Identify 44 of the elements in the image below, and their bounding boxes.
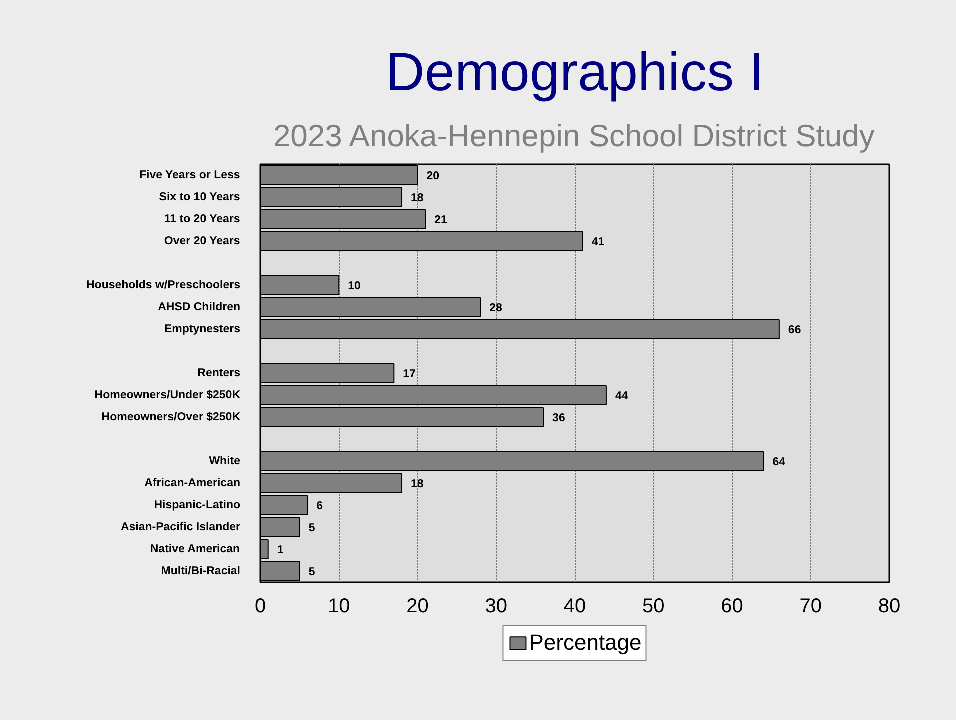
data-label: 66 [788, 324, 802, 336]
data-label: 44 [615, 390, 629, 402]
y-tick-label: Renters [198, 368, 241, 380]
y-tick-label: Emptynesters [164, 324, 241, 336]
chart-subtitle: 2023 Anoka-Hennepin School District Study [273, 118, 876, 154]
y-tick-label: Homeowners/Under $250K [94, 390, 242, 402]
data-label: 18 [411, 478, 424, 490]
data-label: 21 [434, 214, 448, 226]
x-tick-label: 80 [878, 596, 901, 618]
y-tick-label: Native American [150, 544, 240, 556]
y-tick-label: Homeowners/Over $250K [102, 412, 242, 424]
data-label: 1 [277, 544, 284, 556]
y-tick-label: Six to 10 Years [159, 192, 240, 204]
y-tick-label: Over 20 Years [164, 236, 240, 248]
x-tick-label: 10 [328, 596, 350, 618]
data-label: 5 [308, 566, 316, 578]
x-tick-label: 0 [254, 596, 266, 618]
data-label: 28 [490, 302, 504, 314]
chart-title: Demographics I [386, 42, 764, 102]
x-tick-label: 40 [564, 596, 586, 618]
data-label: 41 [592, 236, 606, 248]
x-tick-label: 20 [406, 596, 429, 618]
data-label: 10 [348, 280, 361, 292]
x-tick-label: 50 [642, 596, 665, 618]
y-tick-label: Hispanic-Latino [154, 500, 241, 512]
data-label: 64 [772, 456, 786, 468]
data-label: 5 [308, 522, 316, 534]
y-tick-label: White [209, 456, 241, 468]
y-tick-label: 11 to 20 Years [164, 214, 240, 226]
data-label: 36 [552, 412, 566, 424]
y-tick-label: Five Years or Less [139, 170, 240, 182]
data-label: 18 [411, 192, 424, 204]
x-tick-label: 30 [485, 596, 508, 618]
x-tick-label: 60 [721, 596, 744, 618]
y-tick-label: Multi/Bi-Racial [161, 566, 241, 578]
legend-label: Percentage [529, 630, 642, 656]
x-tick-label: 70 [800, 596, 822, 618]
data-label: 17 [403, 368, 416, 380]
y-tick-label: Asian-Pacific Islander [120, 522, 242, 534]
y-tick-label: AHSD Children [158, 302, 240, 314]
data-label: 20 [426, 170, 440, 182]
data-label: 6 [316, 500, 324, 512]
y-tick-label: Households w/Preschoolers [86, 280, 240, 292]
y-tick-label: African-American [144, 478, 241, 490]
